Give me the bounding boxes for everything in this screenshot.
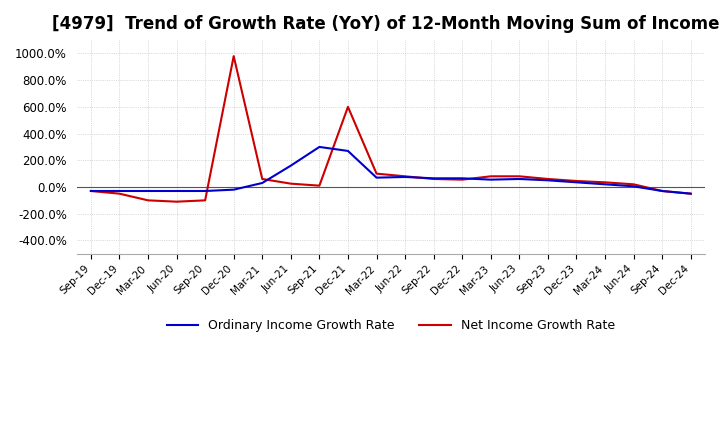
Net Income Growth Rate <box>572 178 581 183</box>
Ordinary Income Growth Rate <box>544 178 552 183</box>
Net Income Growth Rate <box>515 174 523 179</box>
Net Income Growth Rate <box>315 183 324 188</box>
Ordinary Income Growth Rate <box>401 174 410 180</box>
Net Income Growth Rate <box>172 199 181 204</box>
Ordinary Income Growth Rate <box>230 187 238 192</box>
Net Income Growth Rate <box>86 188 95 194</box>
Net Income Growth Rate <box>258 176 266 182</box>
Ordinary Income Growth Rate <box>172 188 181 194</box>
Net Income Growth Rate <box>544 176 552 182</box>
Net Income Growth Rate <box>487 174 495 179</box>
Ordinary Income Growth Rate <box>315 144 324 150</box>
Ordinary Income Growth Rate <box>458 176 467 181</box>
Title: [4979]  Trend of Growth Rate (YoY) of 12-Month Moving Sum of Incomes: [4979] Trend of Growth Rate (YoY) of 12-… <box>52 15 720 33</box>
Ordinary Income Growth Rate <box>372 175 381 180</box>
Net Income Growth Rate <box>372 171 381 176</box>
Ordinary Income Growth Rate <box>686 191 695 196</box>
Net Income Growth Rate <box>658 188 667 194</box>
Net Income Growth Rate <box>230 54 238 59</box>
Net Income Growth Rate <box>686 191 695 196</box>
Ordinary Income Growth Rate <box>343 148 352 154</box>
Net Income Growth Rate <box>144 198 153 203</box>
Ordinary Income Growth Rate <box>201 188 210 194</box>
Net Income Growth Rate <box>343 104 352 110</box>
Ordinary Income Growth Rate <box>258 180 266 186</box>
Net Income Growth Rate <box>600 180 609 185</box>
Ordinary Income Growth Rate <box>86 188 95 194</box>
Ordinary Income Growth Rate <box>487 177 495 182</box>
Ordinary Income Growth Rate <box>144 188 153 194</box>
Net Income Growth Rate <box>629 182 638 187</box>
Net Income Growth Rate <box>287 181 295 186</box>
Line: Net Income Growth Rate: Net Income Growth Rate <box>91 56 690 202</box>
Legend: Ordinary Income Growth Rate, Net Income Growth Rate: Ordinary Income Growth Rate, Net Income … <box>162 314 620 337</box>
Net Income Growth Rate <box>458 177 467 182</box>
Ordinary Income Growth Rate <box>658 188 667 194</box>
Net Income Growth Rate <box>115 191 124 196</box>
Ordinary Income Growth Rate <box>287 163 295 168</box>
Line: Ordinary Income Growth Rate: Ordinary Income Growth Rate <box>91 147 690 194</box>
Ordinary Income Growth Rate <box>572 180 581 185</box>
Net Income Growth Rate <box>401 174 410 179</box>
Ordinary Income Growth Rate <box>600 182 609 187</box>
Ordinary Income Growth Rate <box>115 188 124 194</box>
Net Income Growth Rate <box>201 198 210 203</box>
Ordinary Income Growth Rate <box>515 176 523 182</box>
Ordinary Income Growth Rate <box>429 176 438 181</box>
Ordinary Income Growth Rate <box>629 183 638 189</box>
Net Income Growth Rate <box>429 176 438 182</box>
